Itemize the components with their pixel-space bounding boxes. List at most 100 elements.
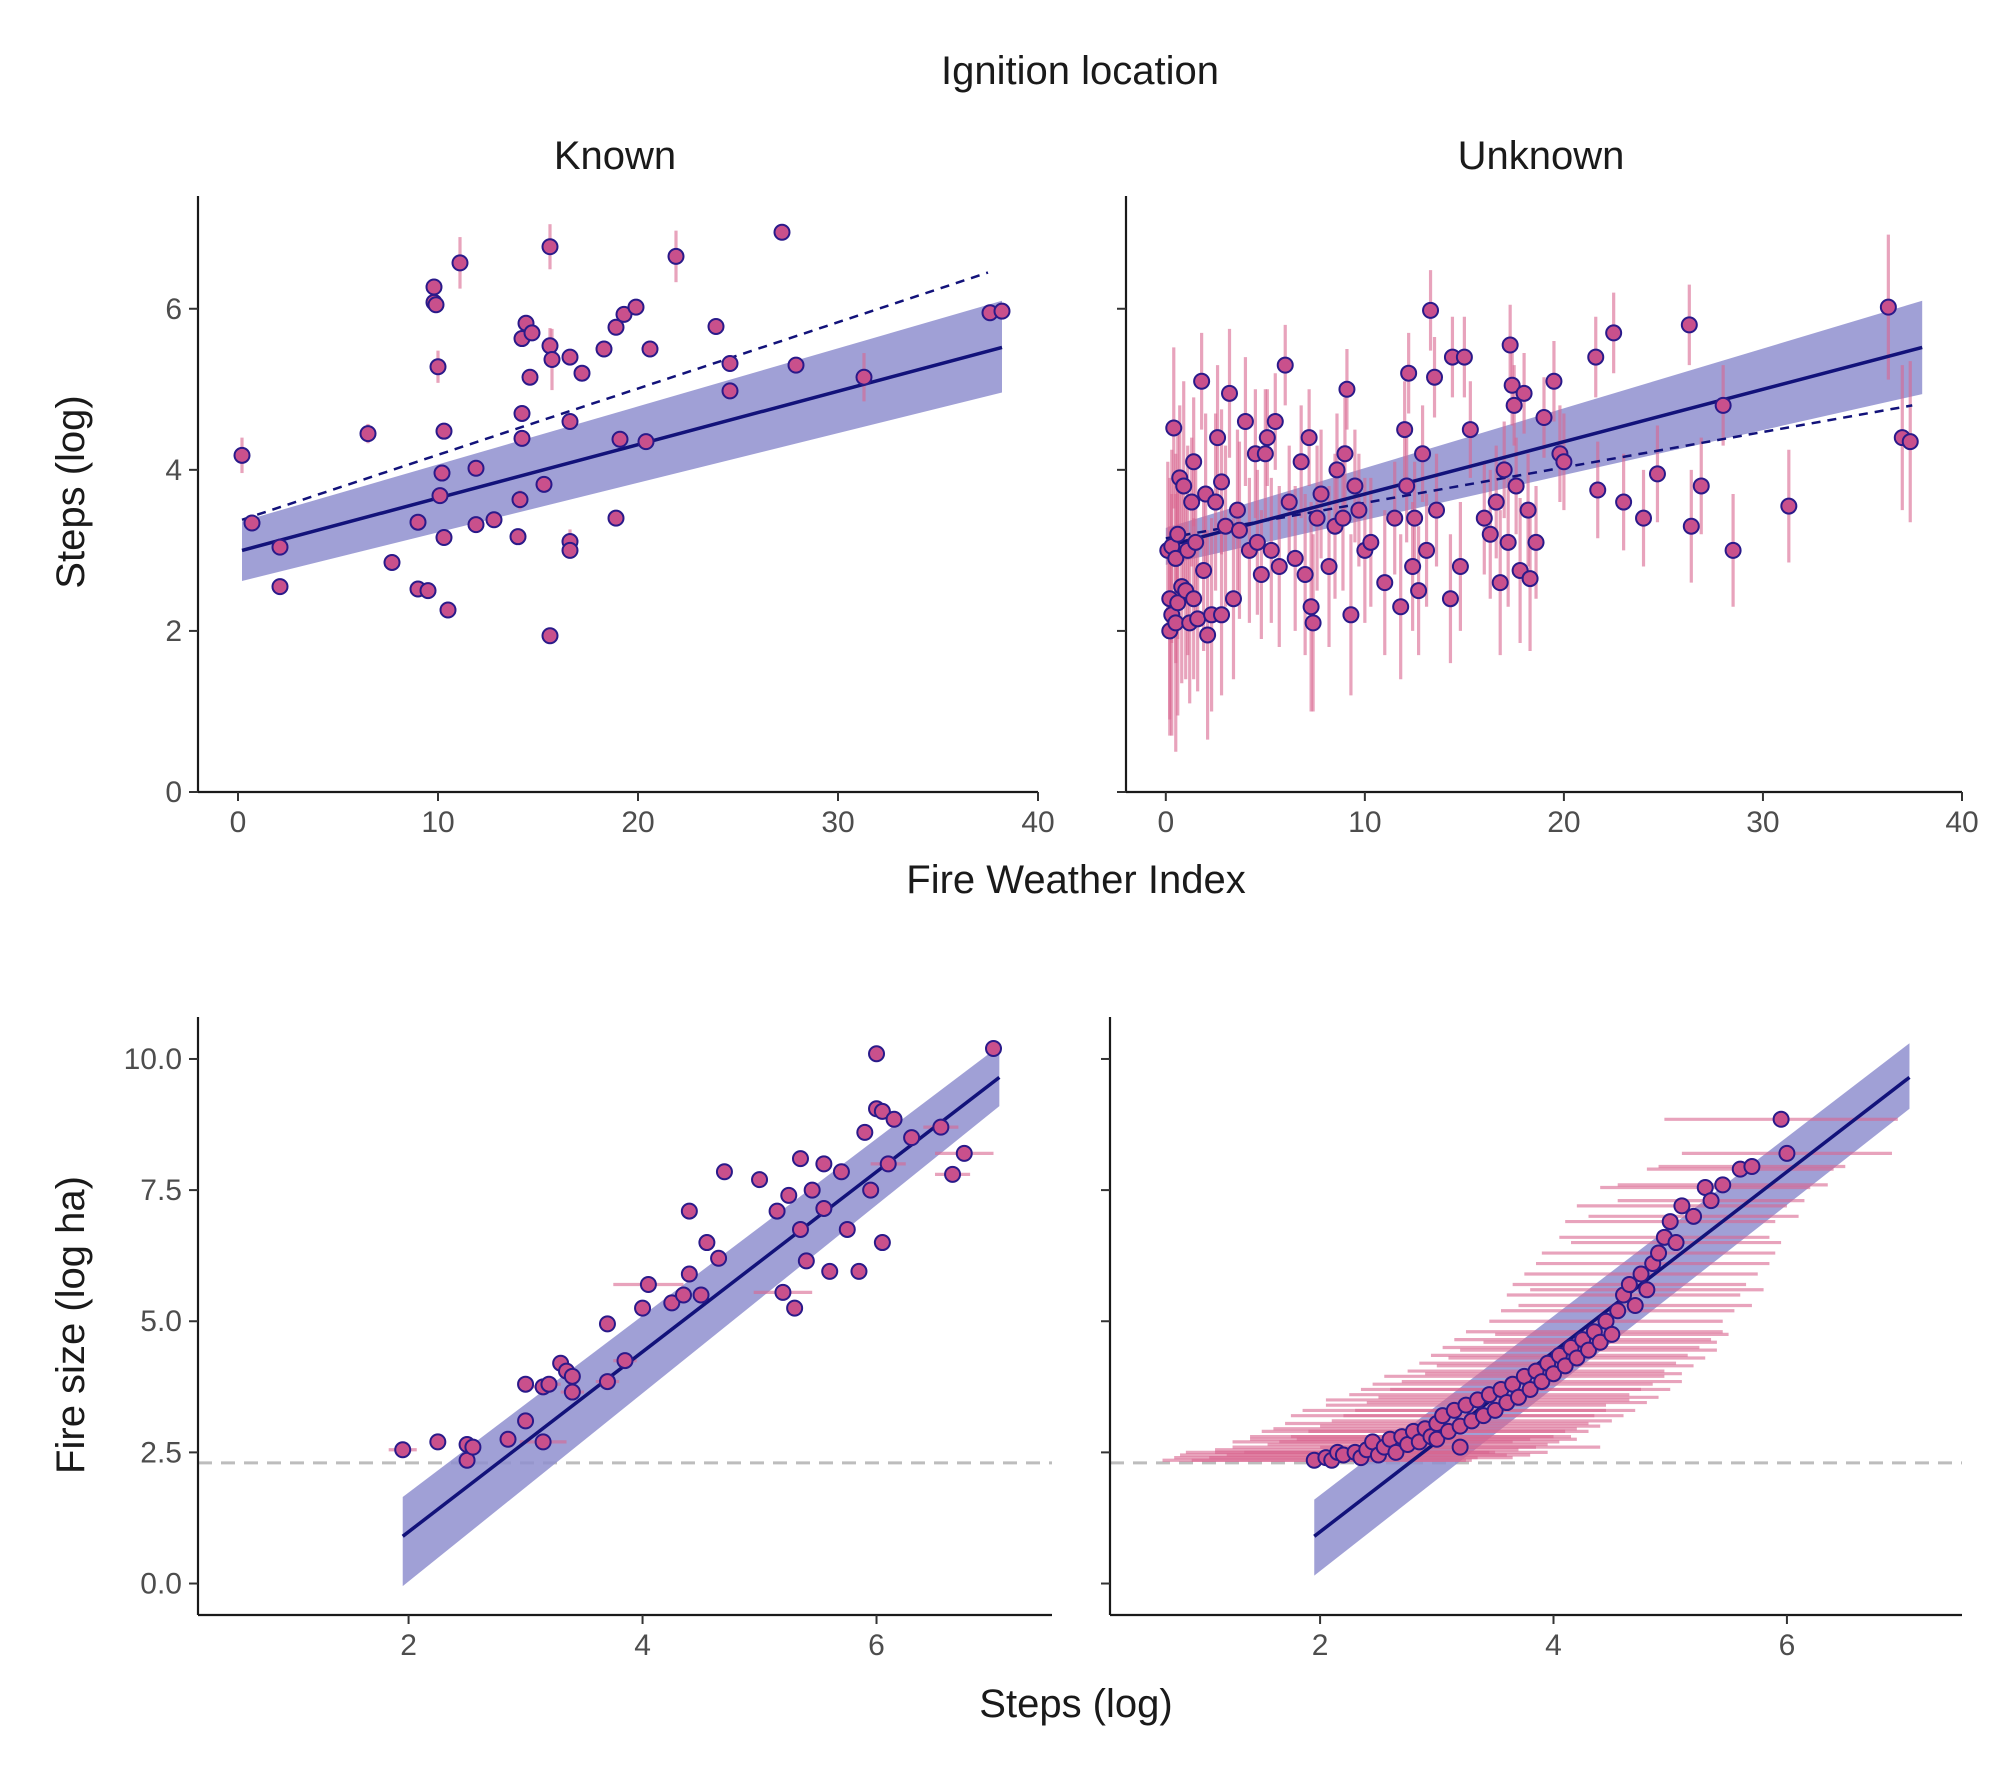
bottom-left-data-point <box>639 1276 657 1294</box>
top-left-data-point <box>637 433 655 451</box>
bottom-right-data-point <box>1714 1176 1732 1194</box>
top-right-data-point <box>1422 301 1440 319</box>
bottom-left-x-tick-label: 2 <box>400 1629 417 1662</box>
top-right-data-point <box>1362 533 1380 551</box>
top-left-data-point <box>561 541 579 559</box>
top-right-data-point <box>1346 477 1364 495</box>
top-right-data-point <box>1266 413 1284 431</box>
bottom-left-data-point <box>797 1252 815 1270</box>
bottom-left-data-point <box>715 1163 733 1181</box>
top-left-data-point <box>993 302 1011 320</box>
bottom-left-data-point <box>815 1199 833 1217</box>
top-right-data-point <box>1714 396 1732 414</box>
bottom-right-data-point <box>1685 1207 1703 1225</box>
panel-bottom-right: 2 4 6 <box>1101 1017 1962 1662</box>
top-right-data-point <box>1491 574 1509 592</box>
bottom-right-data-point <box>1626 1297 1644 1315</box>
bottom-left-data-point <box>540 1375 558 1393</box>
top-right-data-point <box>1300 429 1318 447</box>
top-right-data-point <box>1328 461 1346 479</box>
top-y-axis-label: Steps (log) <box>49 395 93 588</box>
bottom-right-data-point <box>1632 1265 1650 1283</box>
bottom-left-data-point <box>868 1045 886 1063</box>
bottom-left-data-point <box>985 1039 1003 1057</box>
bottom-left-data-point <box>903 1129 921 1147</box>
top-right-data-point <box>1224 590 1242 608</box>
top-right-data-point <box>1320 557 1338 575</box>
top-left-dashed-line <box>241 271 989 521</box>
top-right-data-point <box>1680 316 1698 334</box>
bottom-right-data-point <box>1509 1388 1527 1406</box>
top-left-data-point <box>511 491 529 509</box>
top-right-data-point <box>1252 566 1270 584</box>
top-right-data-point <box>1635 509 1653 527</box>
bottom-right-data-point <box>1486 1401 1504 1419</box>
top-left-data-point <box>773 223 791 241</box>
top-right-data-point <box>1228 501 1246 519</box>
top-left-data-point <box>543 350 561 368</box>
top-right-data-point <box>1879 298 1897 316</box>
bottom-right-data-point <box>1580 1341 1598 1359</box>
top-right-data-point <box>1901 433 1919 451</box>
top-left-fit-line <box>241 345 1003 553</box>
top-right-data-point <box>1376 574 1394 592</box>
top-right-data-point <box>1535 408 1553 426</box>
top-right-data-point <box>1499 533 1517 551</box>
top-right-data-point <box>1175 477 1193 495</box>
bottom-x-axis-label: Steps (log) <box>979 1682 1172 1726</box>
bottom-right-data-point <box>1545 1365 1563 1383</box>
bottom-left-data-point <box>815 1155 833 1173</box>
top-left-y-tick-label: 6 <box>165 293 182 326</box>
top-right-data-point <box>1515 384 1533 402</box>
bottom-left-data-point <box>803 1181 821 1199</box>
top-right-data-point <box>1292 453 1310 471</box>
top-left-data-point <box>541 337 559 355</box>
top-right-data-point <box>1521 570 1539 588</box>
bottom-right-x-tick-label: 2 <box>1312 1629 1329 1662</box>
top-right-data-point <box>1682 517 1700 535</box>
bottom-left-data-point <box>873 1102 891 1120</box>
top-right-data-point <box>1724 541 1742 559</box>
top-right-data-point <box>1418 541 1436 559</box>
bottom-left-data-point <box>598 1373 616 1391</box>
top-right-data-point <box>1615 493 1633 511</box>
top-right-data-point <box>1312 485 1330 503</box>
bottom-left-y-tick-label: 0.0 <box>140 1568 182 1601</box>
bottom-left-data-point <box>885 1110 903 1128</box>
top-left-data-point <box>607 318 625 336</box>
top-left-data-point <box>787 356 805 374</box>
bottom-left-data-point <box>663 1294 681 1312</box>
bottom-left-x-tick-label: 4 <box>634 1629 651 1662</box>
top-right-data-point <box>1338 380 1356 398</box>
bottom-left-data-point <box>932 1118 950 1136</box>
bottom-left-data-point <box>862 1181 880 1199</box>
bottom-left-data-point <box>517 1412 535 1430</box>
bottom-right-data-point <box>1533 1373 1551 1391</box>
top-right-data-point <box>1302 598 1320 616</box>
bottom-right-data-point <box>1521 1380 1539 1398</box>
top-left-x-tick-label: 0 <box>230 806 247 839</box>
bottom-left-data-point <box>634 1299 652 1317</box>
top-left-data-point <box>513 429 531 447</box>
bottom-right-data-point <box>1451 1438 1469 1456</box>
top-right-data-point <box>1169 525 1187 543</box>
top-left-x-tick-label: 30 <box>821 806 854 839</box>
bottom-left-data-point <box>832 1163 850 1181</box>
bottom-left-data-point <box>563 1367 581 1385</box>
top-right-data-point <box>1336 445 1354 463</box>
top-right-data-point <box>1519 501 1537 519</box>
top-right-data-point <box>1167 614 1185 632</box>
bottom-right-data-point <box>1673 1197 1691 1215</box>
top-right-data-point <box>1213 606 1231 624</box>
bottom-right-data-point <box>1661 1213 1679 1231</box>
bottom-left-data-point <box>517 1375 535 1393</box>
bottom-right-x-tick-label: 4 <box>1545 1629 1562 1662</box>
top-right-data-point <box>1461 421 1479 439</box>
top-right-data-point <box>1230 521 1248 539</box>
top-right-x-tick-label: 20 <box>1547 806 1580 839</box>
top-right-fit-line <box>1165 345 1923 549</box>
top-right-data-point <box>1406 509 1424 527</box>
top-right-data-point <box>1648 465 1666 483</box>
top-right-data-point <box>1392 598 1410 616</box>
